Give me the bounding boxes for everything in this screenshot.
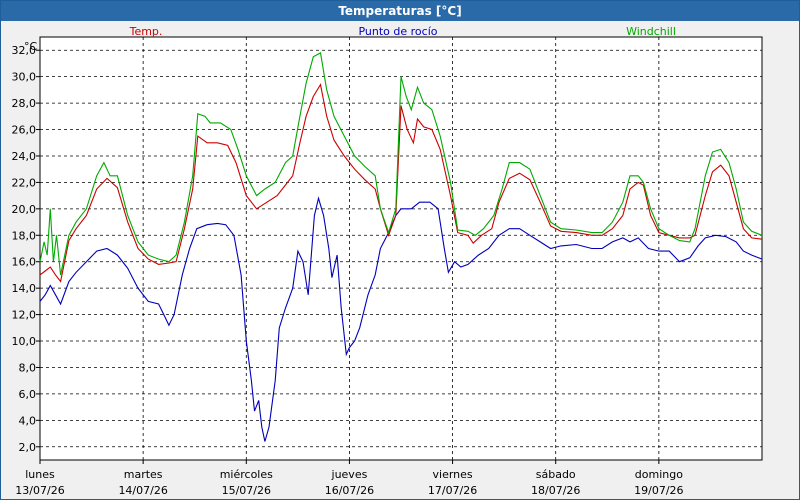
legend-temp: Temp.	[129, 25, 163, 38]
day-name-label: sábado	[536, 468, 576, 481]
y-tick-label: 4,0	[19, 414, 37, 427]
day-date-label: 14/07/26	[118, 484, 167, 497]
chart-title: Temperaturas [°C]	[1, 1, 799, 21]
plot-area	[39, 36, 763, 461]
y-tick-label: 32,0	[12, 44, 37, 57]
day-name-label: lunes	[25, 468, 55, 481]
y-tick-label: 8,0	[19, 361, 37, 374]
y-tick-label: 2,0	[19, 441, 37, 454]
day-name-label: viernes	[433, 468, 473, 481]
x-axis: lunes 13/07/26 martes 14/07/26 miércoles 15/0…	[15, 460, 684, 497]
y-axis: 2,0 4,0 6,0 8,0 10,0 12,0 14,0 16,0 18,0 20,0 22,0…	[12, 44, 40, 454]
y-tick-label: 6,0	[19, 388, 37, 401]
day-name-label: domingo	[635, 468, 683, 481]
day-date-label: 15/07/26	[222, 484, 271, 497]
legend-dew-point: Punto de rocío	[358, 25, 437, 38]
series-line-2	[39, 52, 763, 276]
y-tick-label: 18,0	[12, 229, 37, 242]
y-tick-label: 10,0	[12, 335, 37, 348]
y-axis-label: °C	[24, 40, 38, 53]
day-name-label: martes	[124, 468, 163, 481]
y-tick-label: 20,0	[12, 203, 37, 216]
series-line-0	[39, 83, 763, 283]
y-tick-label: 28,0	[12, 97, 37, 110]
day-name-label: jueves	[331, 468, 368, 481]
y-tick-label: 16,0	[12, 256, 37, 269]
y-tick-label: 26,0	[12, 124, 37, 137]
series-line-1	[39, 196, 763, 442]
y-tick-label: 12,0	[12, 309, 37, 322]
series-lines	[39, 52, 763, 442]
day-date-label: 18/07/26	[531, 484, 580, 497]
y-tick-label: 30,0	[12, 71, 37, 84]
grid	[40, 37, 762, 460]
y-tick-label: 14,0	[12, 282, 37, 295]
day-date-label: 19/07/26	[634, 484, 683, 497]
day-date-label: 13/07/26	[15, 484, 64, 497]
day-date-label: 16/07/26	[325, 484, 374, 497]
day-name-label: miércoles	[220, 468, 273, 481]
day-date-label: 17/07/26	[428, 484, 477, 497]
y-tick-label: 24,0	[12, 150, 37, 163]
legend-windchill: Windchill	[626, 25, 676, 38]
y-tick-label: 22,0	[12, 176, 37, 189]
